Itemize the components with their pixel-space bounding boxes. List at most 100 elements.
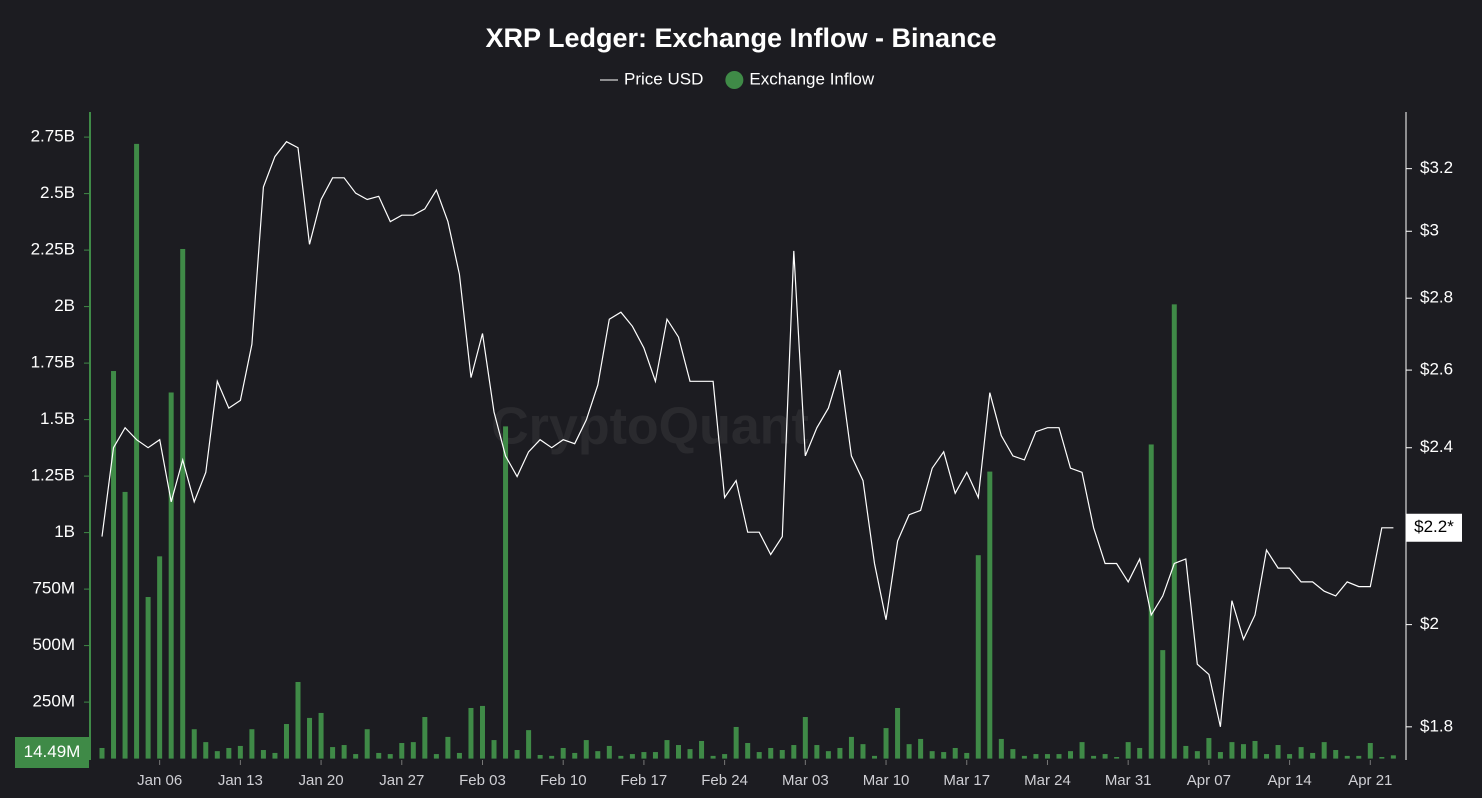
bar: [687, 749, 693, 759]
bar: [1379, 757, 1385, 759]
bar: [837, 747, 843, 759]
bar: [503, 426, 509, 759]
bar: [1021, 755, 1027, 759]
bar: [1194, 751, 1200, 759]
bar: [779, 750, 785, 759]
bar: [641, 752, 647, 759]
bar: [1183, 745, 1189, 759]
bar: [307, 717, 313, 759]
bar: [145, 597, 151, 759]
y2-tick-label: $2.8: [1420, 288, 1453, 307]
y-tick-label: 750M: [32, 579, 75, 598]
bar: [456, 752, 462, 759]
bar: [595, 751, 601, 759]
y-tick-label: 2B: [54, 296, 75, 315]
x-tick-label: Feb 10: [540, 772, 587, 789]
bar: [906, 744, 912, 759]
bar: [975, 555, 981, 759]
bar: [203, 742, 209, 759]
bar: [941, 752, 947, 759]
y-tick-label: 2.25B: [31, 240, 75, 259]
bar: [237, 745, 243, 759]
bar: [814, 745, 820, 759]
bar: [710, 755, 716, 759]
bar: [364, 729, 370, 759]
bar: [111, 371, 117, 759]
x-tick-label: Jan 06: [137, 772, 182, 789]
bar: [341, 745, 347, 759]
y-tick-label: 2.75B: [31, 127, 75, 146]
bar: [1033, 754, 1039, 759]
bar: [180, 248, 186, 759]
bar: [676, 745, 681, 759]
bar: [376, 752, 382, 759]
bar: [1125, 742, 1131, 759]
bar: [318, 712, 324, 759]
bar: [860, 744, 866, 759]
bar: [745, 743, 751, 759]
bar: [998, 738, 1004, 759]
bar: [260, 750, 266, 759]
bar: [283, 724, 289, 759]
bar: [1356, 755, 1362, 759]
y-tick-label: 250M: [32, 692, 75, 711]
bar: [1079, 742, 1085, 759]
bar: [952, 747, 958, 759]
bar: [226, 747, 232, 759]
value-label: $2.2*: [1414, 517, 1454, 536]
bar: [1137, 747, 1143, 759]
x-tick-label: Mar 24: [1024, 772, 1071, 789]
bar: [618, 755, 624, 759]
bar: [168, 392, 174, 759]
bar: [733, 726, 739, 759]
bar: [122, 491, 128, 759]
x-tick-label: Apr 21: [1348, 772, 1392, 789]
x-tick-label: Feb 17: [621, 772, 668, 789]
bar: [848, 736, 854, 759]
bar: [1091, 755, 1097, 759]
bar: [825, 751, 831, 759]
bar: [1298, 747, 1304, 759]
bar: [1344, 755, 1350, 759]
bar: [1310, 752, 1316, 759]
y2-tick-label: $1.8: [1420, 716, 1453, 735]
bar: [422, 717, 428, 759]
bar: [1275, 745, 1281, 759]
bar: [526, 730, 532, 759]
bar: [791, 745, 797, 759]
bar: [1102, 754, 1108, 759]
y-tick-label: 2.5B: [40, 183, 75, 202]
value-label-box: [1406, 513, 1462, 542]
bar: [479, 705, 485, 759]
bar: [1321, 742, 1327, 759]
y-tick-label: 1B: [54, 522, 75, 541]
bar: [1252, 740, 1258, 759]
y-tick-label: 1.25B: [31, 466, 75, 485]
bar: [514, 750, 520, 759]
bar: [191, 729, 197, 759]
y2-tick-label: $3.2: [1420, 158, 1453, 177]
bar: [1068, 751, 1074, 759]
watermark: CryptoQuant: [491, 398, 809, 456]
bar: [272, 752, 278, 759]
bar: [295, 681, 301, 759]
bar: [918, 738, 924, 759]
bar: [353, 754, 359, 759]
y-tick-label: 1.75B: [31, 353, 75, 372]
x-tick-label: Mar 03: [782, 772, 829, 789]
bar: [410, 742, 416, 759]
bar: [1229, 742, 1235, 759]
bar: [214, 751, 220, 759]
bar: [1160, 650, 1166, 759]
x-tick-label: Feb 03: [459, 772, 506, 789]
x-tick-label: Mar 17: [943, 772, 990, 789]
bar: [1114, 757, 1120, 759]
bar: [1240, 744, 1246, 759]
bar: [572, 752, 578, 759]
bar: [895, 707, 901, 759]
bar: [929, 751, 935, 759]
bar: [491, 740, 497, 759]
bar: [99, 747, 105, 759]
